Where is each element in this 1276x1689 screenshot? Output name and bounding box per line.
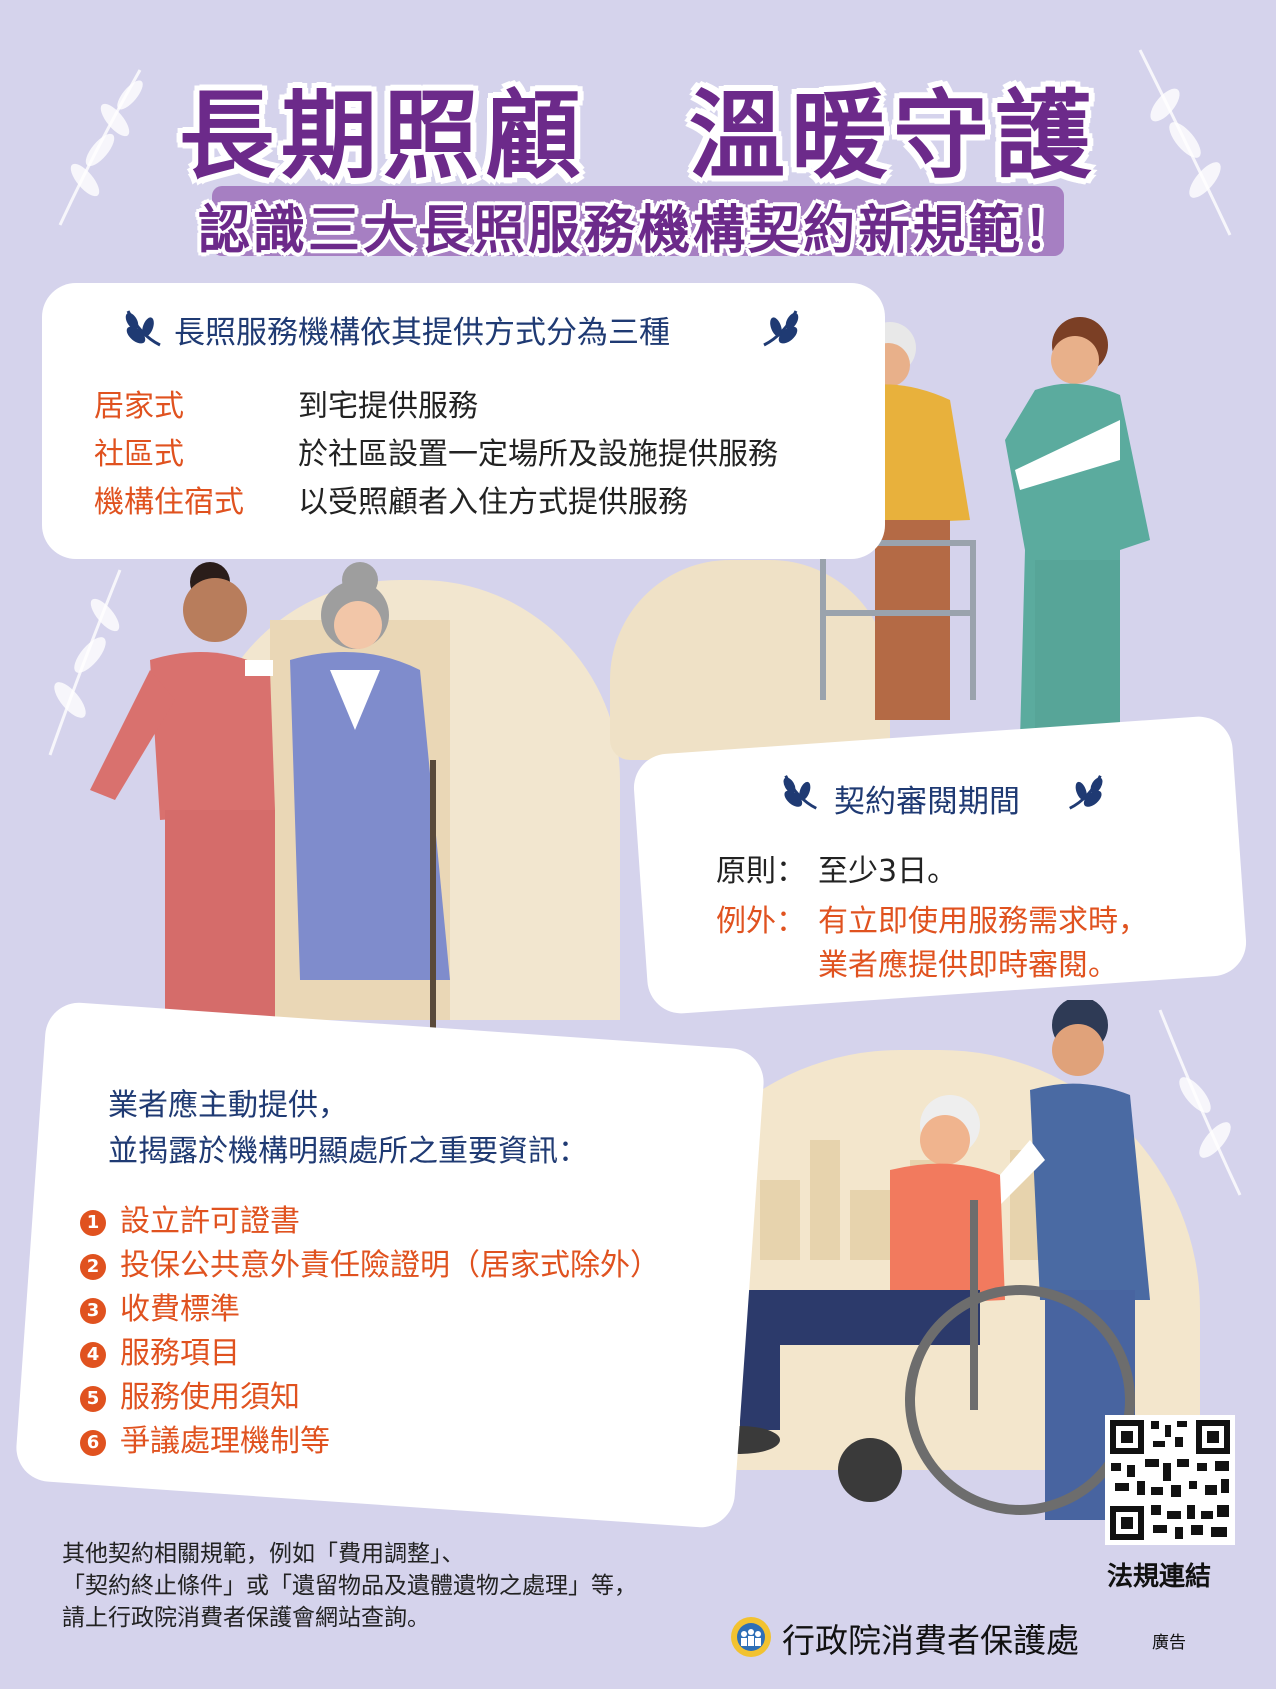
number-badge: 6 <box>80 1429 106 1456</box>
service-type-label: 居家式 <box>94 389 184 424</box>
footer-note-line: 請上行政院消費者保護會網站查詢。 <box>62 1605 430 1631</box>
consumer-protection-logo-icon <box>731 1617 771 1657</box>
laurel-icon <box>763 310 799 347</box>
principle-label: 原則： <box>716 854 806 889</box>
number-badge: 2 <box>80 1253 106 1280</box>
info-item-text: 服務項目 <box>120 1336 240 1371</box>
service-type-value: 以受照顧者入住方式提供服務 <box>298 485 688 520</box>
review-period-heading: 契約審閱期間 <box>834 784 1020 820</box>
principle-value: 至少3日。 <box>818 854 958 889</box>
info-list-item: 2 投保公共意外責任險證明（居家式除外） <box>80 1240 660 1284</box>
info-item-text: 爭議處理機制等 <box>120 1424 330 1459</box>
service-types-heading: 長照服務機構依其提供方式分為三種 <box>174 315 670 351</box>
caregiver-cane-illustration <box>90 562 450 1030</box>
laurel-icon <box>125 310 161 347</box>
organization-name: 行政院消費者保護處 <box>782 1621 1079 1660</box>
info-item-text: 投保公共意外責任險證明（居家式除外） <box>120 1248 660 1283</box>
footer-note-line: 「契約終止條件」或「遺留物品及遺體遺物之處理」等， <box>62 1573 637 1599</box>
background-leaf-icon <box>58 69 143 226</box>
exception-line: 業者應提供即時審閱。 <box>818 948 1118 983</box>
page-subtitle: 認識三大長照服務機構契約新規範！ <box>197 201 1078 261</box>
service-types-card: 長照服務機構依其提供方式分為三種 居家式 到宅提供服務 社區式 於社區設置一定場… <box>42 283 885 559</box>
laurel-icon <box>783 775 817 810</box>
advertisement-label: 廣告 <box>1152 1633 1186 1653</box>
info-item-text: 設立許可證書 <box>120 1204 300 1239</box>
info-intro-line: 並揭露於機構明顯處所之重要資訊： <box>108 1134 588 1169</box>
laurel-icon <box>1069 775 1103 810</box>
exception-label: 例外： <box>716 904 806 939</box>
background-leaf-icon <box>1138 49 1232 236</box>
background-leaf-icon <box>48 569 122 756</box>
info-list-item: 5 服務使用須知 <box>80 1372 300 1416</box>
number-badge: 4 <box>80 1341 106 1368</box>
number-badge: 5 <box>80 1385 106 1412</box>
exception-line: 有立即使用服務需求時， <box>818 904 1148 939</box>
info-intro-line: 業者應主動提供， <box>108 1088 348 1123</box>
qr-code-label: 法規連結 <box>1107 1562 1212 1592</box>
info-item-text: 收費標準 <box>120 1292 240 1327</box>
service-type-value: 於社區設置一定場所及設施提供服務 <box>298 437 778 472</box>
info-list-item: 1 設立許可證書 <box>80 1196 300 1240</box>
service-type-label: 機構住宿式 <box>94 485 244 520</box>
subtitle-banner <box>212 186 1064 256</box>
plant-backdrop <box>610 560 890 760</box>
info-list-item: 4 服務項目 <box>80 1328 240 1372</box>
number-badge: 3 <box>80 1297 106 1324</box>
footer-note-line: 其他契約相關規範，例如「費用調整」、 <box>62 1541 465 1567</box>
info-list-item: 6 爭議處理機制等 <box>80 1416 330 1460</box>
page-title: 長期照顧 溫暖守護 <box>179 80 1097 192</box>
number-badge: 1 <box>80 1209 106 1236</box>
service-type-label: 社區式 <box>94 437 184 472</box>
service-type-value: 到宅提供服務 <box>298 389 478 424</box>
info-list-item: 3 收費標準 <box>80 1284 240 1328</box>
qr-code-icon[interactable] <box>1105 1415 1235 1545</box>
info-item-text: 服務使用須知 <box>120 1380 300 1415</box>
background-leaf-icon <box>1158 1009 1242 1196</box>
